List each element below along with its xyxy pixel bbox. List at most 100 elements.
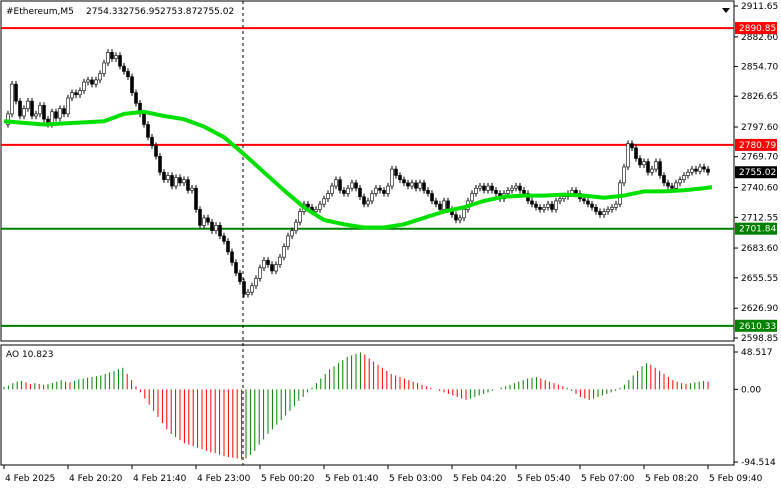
time-axis: 4 Feb 2025 4 Feb 20:20 4 Feb 21:40 4 Feb 23… [3, 465, 763, 484]
price-tick-label: 2769.70 [741, 153, 778, 163]
chart-collapse-icon[interactable] [722, 8, 730, 13]
candle-body [690, 168, 694, 173]
candle-body [694, 168, 698, 172]
candle-body [70, 92, 74, 99]
candle-body [38, 105, 42, 115]
candle-body [514, 185, 518, 189]
candle-body [642, 161, 646, 166]
level-tag-label-3: 2610.33 [739, 322, 776, 332]
chart-header-close: 2755.02 [197, 7, 234, 17]
candle-body [550, 203, 554, 210]
candle-body [114, 55, 118, 59]
candle-body [598, 211, 602, 216]
candle-body [122, 65, 126, 72]
candle-body [82, 81, 86, 91]
current-price-tag [735, 166, 777, 179]
candle-body [238, 272, 242, 282]
candle-body [534, 203, 538, 208]
candle-body [618, 182, 622, 205]
chart-header-low: 2753.87 [160, 7, 197, 17]
candle-body [590, 203, 594, 208]
candle-body [226, 240, 230, 253]
price-tick-label: 2598.85 [741, 334, 778, 344]
candle-body [658, 161, 662, 176]
candle-body [682, 175, 686, 180]
time-tick-label: 5 Feb 07:00 [581, 474, 635, 484]
candle-body [214, 225, 218, 231]
candle-body [626, 143, 630, 168]
candle-body [410, 182, 414, 187]
candle-body [146, 124, 150, 138]
candle-body [698, 166, 702, 172]
candle-body [614, 203, 618, 208]
candle-body [482, 185, 486, 191]
candle-body [398, 175, 402, 180]
candle-body [78, 90, 82, 96]
candle-body [266, 260, 270, 265]
price-tick-label: 2740.60 [741, 184, 778, 194]
price-tick-label: 2683.60 [741, 244, 778, 254]
candle-body [166, 175, 170, 180]
level-tag-label-2: 2701.84 [739, 225, 776, 235]
candle-body [90, 79, 94, 85]
candle-body [66, 97, 70, 115]
candle-body [510, 187, 514, 191]
candle-body [178, 177, 182, 184]
candle-body [130, 76, 134, 93]
price-axis: 2911.65 2882.60 2854.70 2826.65 2797.60 2769.… [734, 2, 778, 344]
candle-body [414, 182, 418, 189]
candle-body [42, 105, 46, 120]
candle-body [150, 136, 154, 147]
candle-body [662, 175, 666, 184]
candle-body [102, 62, 106, 74]
candle-body [358, 187, 362, 197]
candle-body [674, 182, 678, 189]
candle-body [362, 196, 366, 205]
candle-body [278, 256, 282, 265]
candle-body [462, 209, 466, 219]
candle-body [134, 92, 138, 104]
candle-body [234, 262, 238, 274]
candle-body [322, 198, 326, 205]
candle-body [338, 179, 342, 191]
candle-body [486, 185, 490, 191]
candle-body [194, 187, 198, 210]
level-tag-0 [735, 22, 777, 35]
candle-body [230, 251, 234, 263]
candle-body [366, 200, 370, 205]
candle-body [326, 193, 330, 200]
candle-body [258, 267, 262, 279]
candle-body [346, 187, 350, 194]
candle-body [30, 100, 34, 117]
candle-body [506, 190, 510, 194]
ao-histogram [3, 352, 709, 460]
candle-body [298, 211, 302, 223]
candle-body [574, 190, 578, 194]
candle-body [438, 203, 442, 210]
price-tick-label: 2712.55 [741, 213, 778, 223]
candle-body [394, 168, 398, 176]
candle-body [638, 158, 642, 166]
price-pane-frame [0, 0, 735, 342]
candle-body [198, 209, 202, 226]
candle-body [154, 145, 158, 157]
candle-body [406, 182, 410, 187]
time-tick-label: 4 Feb 21:40 [133, 474, 187, 484]
candle-body [62, 108, 66, 115]
time-tick-label: 4 Feb 23:00 [197, 474, 251, 484]
candle-body [350, 182, 354, 189]
level-tag-1 [735, 138, 777, 151]
time-tick-label: 5 Feb 04:20 [453, 474, 507, 484]
candle-body [474, 187, 478, 194]
candle-body [206, 217, 210, 223]
candle-body [250, 285, 254, 293]
candle-body [522, 190, 526, 194]
time-tick-label: 5 Feb 00:20 [261, 474, 315, 484]
time-tick-label: 4 Feb 2025 [5, 474, 55, 484]
candle-body [446, 200, 450, 210]
candle-body [442, 200, 446, 210]
candle-body [118, 55, 122, 67]
candle-body [666, 182, 670, 187]
candle-body [602, 211, 606, 216]
candle-body [650, 168, 654, 173]
